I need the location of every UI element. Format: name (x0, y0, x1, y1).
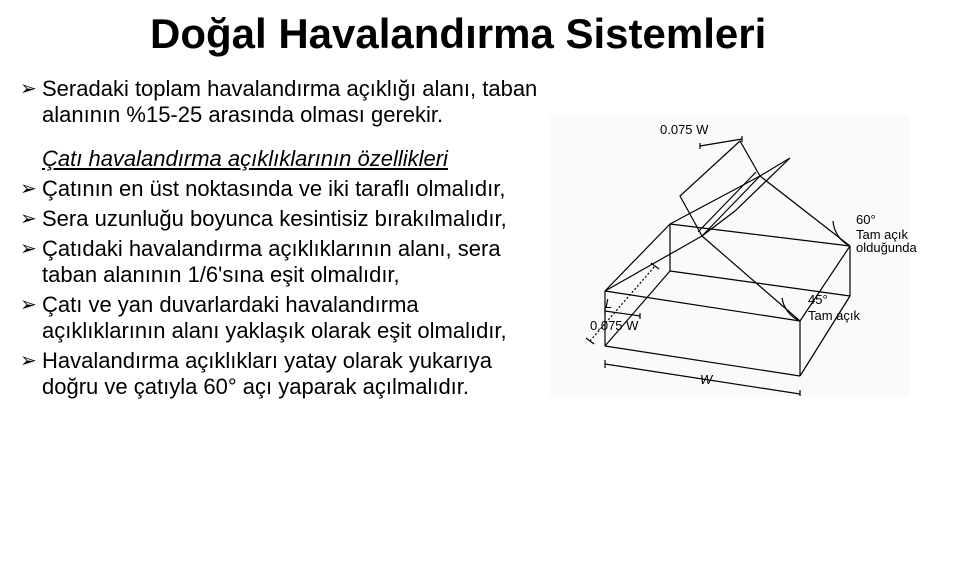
bullet-arrow-icon: ➢ (20, 236, 42, 262)
angle-45-text: Tam açık (808, 308, 860, 323)
bullet-arrow-icon: ➢ (20, 292, 42, 318)
greenhouse-diagram: 0.075 W 0.075 W L W 60° Tam açık olduğun… (550, 116, 910, 396)
dim-bottom-label: 0.075 W (590, 318, 638, 333)
diagram-svg (550, 116, 910, 396)
dim-length-label: L (605, 296, 612, 311)
intro-bullet: ➢ Seradaki toplam havalandırma açıklığı … (20, 76, 540, 128)
list-item-text: Çatının en üst noktasında ve iki taraflı… (42, 176, 505, 202)
content-row: ➢ Seradaki toplam havalandırma açıklığı … (20, 76, 940, 404)
list-item: ➢ Sera uzunluğu boyunca kesintisiz bırak… (20, 206, 540, 232)
diagram-bg (550, 116, 910, 396)
list-item-text: Havalandırma açıklıkları yatay olarak yu… (42, 348, 540, 400)
intro-text: Seradaki toplam havalandırma açıklığı al… (42, 76, 540, 128)
list-item-text: Sera uzunluğu boyunca kesintisiz bırakıl… (42, 206, 507, 232)
dim-top-label: 0.075 W (660, 122, 708, 137)
bullet-arrow-icon: ➢ (20, 176, 42, 202)
list-item: ➢ Çatının en üst noktasında ve iki taraf… (20, 176, 540, 202)
sub-heading: Çatı havalandırma açıklıklarının özellik… (42, 146, 540, 172)
diagram-column: 0.075 W 0.075 W L W 60° Tam açık olduğun… (550, 76, 930, 396)
text-column: ➢ Seradaki toplam havalandırma açıklığı … (20, 76, 550, 404)
list-item: ➢ Çatıdaki havalandırma açıklıklarının a… (20, 236, 540, 288)
list-item: ➢ Havalandırma açıklıkları yatay olarak … (20, 348, 540, 400)
list-item-text: Çatı ve yan duvarlardaki havalandırma aç… (42, 292, 540, 344)
angle-45-label: 45° (808, 292, 828, 307)
bullet-arrow-icon: ➢ (20, 76, 42, 102)
slide-title: Doğal Havalandırma Sistemleri (150, 10, 940, 58)
feature-list: ➢ Çatının en üst noktasında ve iki taraf… (20, 176, 540, 400)
list-item-text: Çatıdaki havalandırma açıklıklarının ala… (42, 236, 540, 288)
angle-60-text: Tam açık olduğunda (856, 228, 916, 254)
bullet-arrow-icon: ➢ (20, 348, 42, 374)
dim-width-label: W (700, 372, 712, 387)
bullet-arrow-icon: ➢ (20, 206, 42, 232)
slide-page: Doğal Havalandırma Sistemleri ➢ Seradaki… (0, 0, 960, 575)
list-item: ➢ Çatı ve yan duvarlardaki havalandırma … (20, 292, 540, 344)
angle-60-label: 60° (856, 212, 876, 227)
